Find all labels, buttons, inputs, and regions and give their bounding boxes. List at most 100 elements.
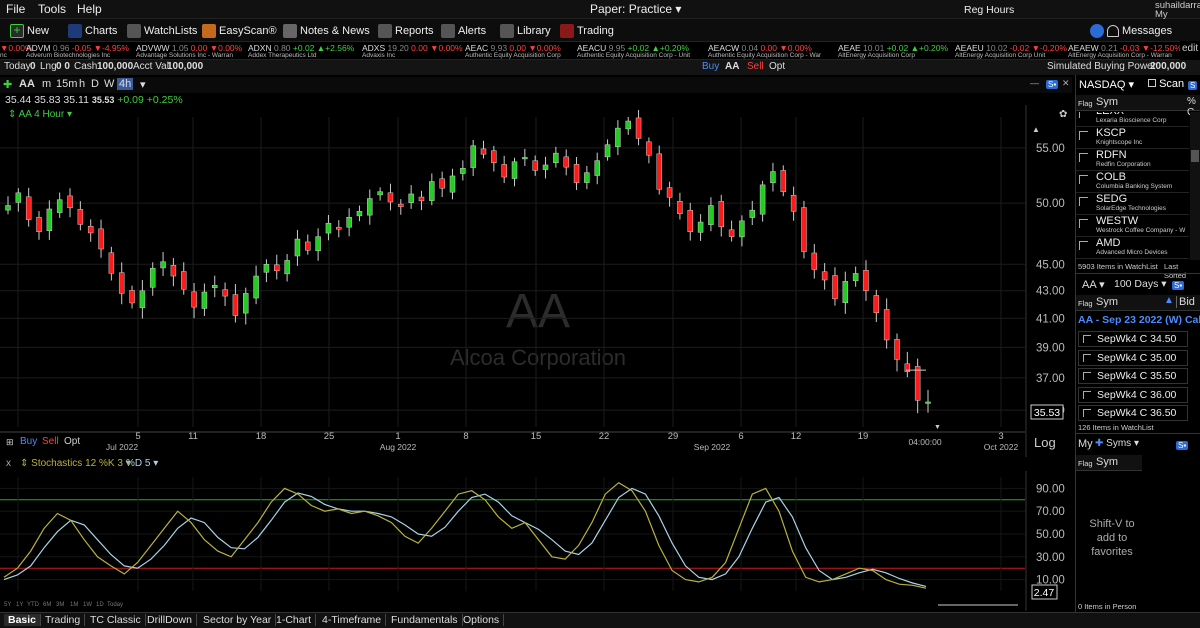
bottom-tab[interactable]: Sector by Year bbox=[199, 614, 277, 626]
stochastics-chart[interactable]: 90.00 70.00 50.00 30.00 10.00 2.47 5Y 1Y YTD 6M… bbox=[0, 471, 1072, 611]
flag-icon[interactable] bbox=[1083, 409, 1091, 417]
chart-opt-button[interactable]: Opt bbox=[64, 436, 80, 447]
flag-icon[interactable] bbox=[1083, 353, 1091, 362]
options-symbol-dropdown[interactable]: AA ▾ bbox=[1082, 279, 1105, 291]
chart-sell-button[interactable]: Sell bbox=[42, 436, 59, 447]
library-button[interactable]: Library bbox=[500, 22, 551, 39]
watchlist-row[interactable]: RDFN Redfin Corporation bbox=[1076, 149, 1189, 171]
options-range-dropdown[interactable]: 100 Days ▾ bbox=[1114, 278, 1167, 290]
bottom-tab[interactable]: Fundamentals bbox=[387, 614, 463, 626]
ticker-item[interactable]: ADXS 19.20 0.00 ▼0.00% Advaxis Inc bbox=[362, 43, 463, 59]
scroll-up-icon[interactable]: ▲ bbox=[1032, 125, 1040, 134]
s-link-icon[interactable]: S bbox=[1188, 81, 1198, 90]
range-button[interactable]: 6M bbox=[43, 602, 51, 608]
option-row[interactable]: SepWk4 C 36.50 bbox=[1078, 405, 1188, 421]
tf-w[interactable]: W bbox=[104, 78, 115, 90]
options-chain-title[interactable]: AA - Sep 23 2022 (W) Cal bbox=[1078, 314, 1200, 326]
flag-icon[interactable] bbox=[1079, 219, 1088, 228]
flag-icon[interactable] bbox=[1079, 175, 1088, 184]
ticker-strip[interactable]: ▼0.00% nc ADVM 0.96 -0.05 ▼-4.95% Adverum… bbox=[0, 41, 1180, 60]
opt-col-bid[interactable]: Bid bbox=[1176, 296, 1195, 308]
messages-button[interactable]: Messages bbox=[1090, 22, 1172, 39]
ticker-item[interactable]: ADXN 0.80 +0.02 ▲+2.56% Addex Therapeuti… bbox=[248, 43, 354, 59]
palette-icon[interactable]: ✿ bbox=[1059, 109, 1067, 120]
opt-button[interactable]: Opt bbox=[769, 61, 786, 72]
col-flag[interactable]: Flag bbox=[1078, 99, 1093, 108]
menu-help[interactable]: Help bbox=[77, 2, 102, 16]
option-row[interactable]: SepWk4 C 35.50 bbox=[1078, 368, 1188, 384]
flag-icon[interactable] bbox=[1079, 131, 1088, 140]
flag-icon[interactable] bbox=[1079, 197, 1088, 206]
range-button[interactable]: 1Y bbox=[16, 602, 23, 608]
watchlist-row[interactable]: COLB Columbia Banking System bbox=[1076, 171, 1189, 193]
trading-button[interactable]: Trading bbox=[560, 22, 614, 39]
user-name[interactable]: suhaildarrat bbox=[1155, 0, 1200, 11]
s-link-icon[interactable]: S▪ bbox=[1172, 281, 1185, 290]
ticker-item[interactable]: ADVWW 1.05 0.00 ▼0.00% Advantage Solutio… bbox=[136, 43, 242, 59]
flag-icon[interactable] bbox=[1079, 153, 1088, 162]
new-button[interactable]: + New bbox=[10, 22, 49, 39]
flag-icon[interactable] bbox=[1079, 112, 1088, 118]
ticker-item[interactable]: AEACW 0.04 0.00 ▼0.00% Authentic Equity … bbox=[708, 43, 821, 59]
col-sym[interactable]: Sym bbox=[1096, 96, 1118, 108]
bottom-tab[interactable]: TC Classic bbox=[86, 614, 146, 626]
ticker-item[interactable]: AEAC 9.93 0.00 ▼0.00% Authentic Equity A… bbox=[465, 43, 561, 59]
link-icon[interactable]: ✚ bbox=[3, 79, 13, 91]
opt-col-flag[interactable]: Flag bbox=[1078, 299, 1093, 308]
study-label[interactable]: ⇕ AA 4 Hour ▾ bbox=[8, 109, 72, 120]
sort-up-icon[interactable]: ▲ bbox=[1164, 295, 1174, 306]
menu-file[interactable]: File bbox=[6, 2, 26, 16]
tf-dropdown-icon[interactable]: ▾ bbox=[140, 79, 146, 91]
range-button[interactable]: 1W bbox=[83, 602, 92, 608]
watchlist-row[interactable]: WESTW Westrock Coffee Company - W bbox=[1076, 215, 1189, 237]
s-link-icon[interactable]: S▪ bbox=[1176, 441, 1189, 450]
tf-15m[interactable]: 15m bbox=[56, 78, 78, 90]
stochastics-label[interactable]: ⇕ Stochastics 12 %K 3 ▾ bbox=[20, 458, 131, 469]
ticker-item[interactable]: ▼0.00% nc bbox=[0, 43, 33, 59]
range-button[interactable]: Today bbox=[107, 602, 123, 608]
flag-icon[interactable] bbox=[1083, 390, 1091, 399]
watchlists-button[interactable]: WatchLists bbox=[127, 22, 197, 39]
watchlist-dropdown[interactable]: NASDAQ ▾ bbox=[1079, 79, 1135, 91]
watchlist-rows[interactable]: LEXXLexaria Bioscience CorpKSCPKnightsco… bbox=[1076, 112, 1189, 260]
tf-4h[interactable]: 4h bbox=[117, 78, 134, 90]
sell-button[interactable]: Sell bbox=[747, 61, 764, 72]
menu-tools[interactable]: Tools bbox=[38, 2, 67, 16]
fav-col-flag[interactable]: Flag bbox=[1078, 459, 1093, 468]
bottom-tab[interactable]: Options bbox=[459, 614, 505, 626]
ticker-item[interactable]: AEAE 10.01 +0.02 ▲+0.20% AltEnergy Acqui… bbox=[838, 43, 948, 59]
bottom-tab[interactable]: DrillDown bbox=[143, 614, 197, 626]
range-button[interactable]: 3M bbox=[56, 602, 64, 608]
option-row[interactable]: SepWk4 C 34.50 bbox=[1078, 331, 1188, 347]
scroll-down-icon[interactable]: ▼ bbox=[934, 424, 941, 431]
bottom-tab[interactable]: 1-Chart bbox=[272, 614, 317, 626]
range-button[interactable]: 1M bbox=[70, 602, 78, 608]
bottom-tab[interactable]: Trading bbox=[41, 614, 86, 626]
fav-col-sym[interactable]: Sym bbox=[1096, 456, 1118, 468]
tf-m[interactable]: m bbox=[42, 78, 52, 90]
chart-symbol[interactable]: AA bbox=[19, 78, 35, 90]
charts-button[interactable]: Charts bbox=[68, 22, 117, 39]
watchlist-row[interactable]: AMD Advanced Micro Devices bbox=[1076, 237, 1189, 259]
tf-d[interactable]: D bbox=[91, 78, 99, 90]
trading-mode-dropdown[interactable]: Paper: Practice ▾ bbox=[590, 2, 681, 16]
price-chart[interactable]: ⇕ AA 4 Hour ▾ AA Alcoa Corporation 55.00… bbox=[0, 105, 1072, 457]
bottom-tab[interactable]: 4-Timeframe bbox=[318, 614, 387, 626]
ticker-item[interactable]: AEAEW 0.21 -0.03 ▼-12.50% AltEnergy Acqu… bbox=[1068, 43, 1180, 59]
opt-col-sym[interactable]: Sym bbox=[1096, 296, 1118, 308]
add-syms-button[interactable]: ✚ Syms ▾ bbox=[1095, 438, 1139, 449]
s-link-icon[interactable]: S▪ bbox=[1046, 80, 1059, 89]
option-row[interactable]: SepWk4 C 36.00 bbox=[1078, 386, 1188, 403]
log-scale-toggle[interactable]: Log bbox=[1034, 435, 1056, 450]
watchlist-row[interactable]: SEDG SolarEdge Technologies bbox=[1076, 193, 1189, 215]
crosshair-icon[interactable]: ⊞ bbox=[6, 437, 14, 447]
watchlist-scrollbar[interactable] bbox=[1190, 112, 1200, 260]
ticker-item[interactable]: ADVM 0.96 -0.05 ▼-4.95% Adverum Biotechn… bbox=[26, 43, 129, 59]
watchlist-row[interactable]: KSCP Knightscope Inc bbox=[1076, 127, 1189, 149]
range-button[interactable]: YTD bbox=[27, 602, 40, 608]
alerts-button[interactable]: Alerts bbox=[441, 22, 486, 39]
scan-toggle[interactable]: Scan bbox=[1148, 78, 1184, 90]
flag-icon[interactable] bbox=[1079, 241, 1088, 250]
chart-buy-button[interactable]: Buy bbox=[20, 436, 37, 447]
buy-button[interactable]: Buy bbox=[702, 61, 720, 72]
